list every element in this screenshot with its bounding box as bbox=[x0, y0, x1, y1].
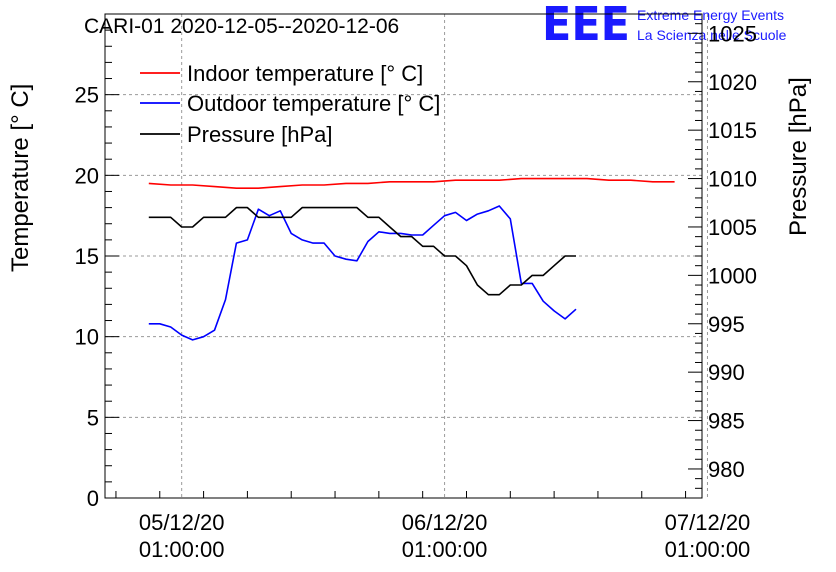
x-tick-label-time: 01:00:00 bbox=[402, 537, 488, 562]
pressure-line bbox=[148, 206, 576, 296]
outdoor-temperature-line bbox=[148, 205, 577, 341]
eee-logo-line1: Extreme Energy Events bbox=[637, 7, 784, 23]
x-tick-label-time: 01:00:00 bbox=[139, 537, 225, 562]
series-layer bbox=[148, 177, 675, 341]
y-tick-label: 5 bbox=[87, 405, 99, 430]
legend-pressure-label: Pressure [hPa] bbox=[187, 122, 333, 147]
y-tick-label: 10 bbox=[75, 325, 99, 350]
y-tick-label: 15 bbox=[75, 244, 99, 269]
x-tick-label-time: 01:00:00 bbox=[665, 537, 751, 562]
eee-logo-mark: EEE bbox=[542, 0, 630, 51]
x-tick-label-date: 07/12/20 bbox=[665, 510, 751, 535]
y2-tick-label: 1005 bbox=[708, 215, 757, 240]
x-tick-label-date: 06/12/20 bbox=[402, 510, 488, 535]
y-tick-label: 20 bbox=[75, 163, 99, 188]
y-tick-label: 25 bbox=[75, 83, 99, 108]
y2-tick-label: 980 bbox=[708, 457, 745, 482]
y-axis-label: Temperature [° C] bbox=[7, 84, 34, 272]
y2-tick-label: 1000 bbox=[708, 263, 757, 288]
y2-tick-label: 1010 bbox=[708, 167, 757, 192]
eee-logo: EEE Extreme Energy Events La Scienza nel… bbox=[542, 0, 787, 51]
y2-tick-label: 1025 bbox=[708, 21, 757, 46]
x-tick-label-date: 05/12/20 bbox=[139, 510, 225, 535]
y2-axis-label: Pressure [hPa] bbox=[785, 77, 812, 236]
legend: Indoor temperature [° C] Outdoor temperat… bbox=[140, 61, 440, 147]
eee-logo-line2: La Scienza nelle Scuole bbox=[637, 27, 787, 43]
y-tick-label: 0 bbox=[87, 486, 99, 511]
y2-tick-label: 985 bbox=[708, 409, 745, 434]
axes: 0510152025980985990995100010051010101510… bbox=[75, 13, 757, 562]
indoor-temperature-line bbox=[148, 177, 675, 189]
legend-indoor-label: Indoor temperature [° C] bbox=[187, 61, 423, 86]
y2-tick-label: 995 bbox=[708, 312, 745, 337]
legend-outdoor-label: Outdoor temperature [° C] bbox=[187, 91, 440, 116]
chart-title: CARI-01 2020-12-05--2020-12-06 bbox=[84, 15, 399, 38]
y2-tick-label: 1020 bbox=[708, 70, 757, 95]
y2-tick-label: 990 bbox=[708, 360, 745, 385]
y2-tick-label: 1015 bbox=[708, 118, 757, 143]
